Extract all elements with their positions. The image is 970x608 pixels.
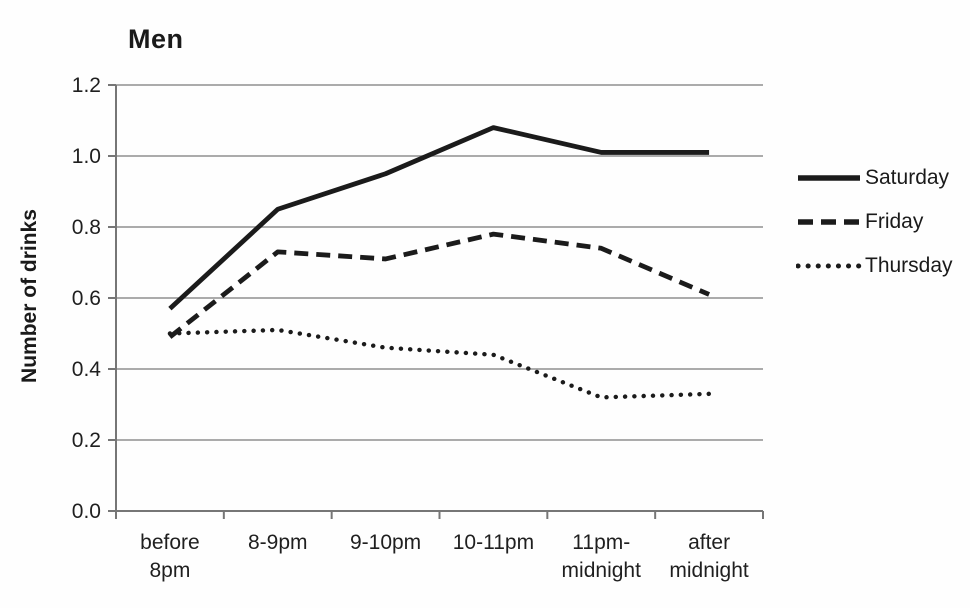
y-tick-label: 0.2 <box>72 429 101 452</box>
y-tick-label: 0.0 <box>72 500 101 523</box>
legend-item-thursday: Thursday <box>796 244 953 288</box>
x-tick-label: 11pm-midnight <box>562 531 642 582</box>
y-tick-label: 0.6 <box>72 287 101 310</box>
legend-label: Friday <box>865 210 924 233</box>
chart-legend: Saturday Friday Thursday <box>796 156 953 288</box>
chart-title: Men <box>128 24 184 54</box>
series-line-saturday <box>168 125 710 311</box>
series-line-friday <box>168 231 711 339</box>
x-tick-label: before 8pm <box>140 531 200 582</box>
x-tick-label: 8-9pm <box>248 531 308 554</box>
x-tick-label: 9-10pm <box>350 531 421 554</box>
series-line-thursday <box>167 327 712 400</box>
legend-swatch-dashed-line <box>798 219 860 225</box>
y-tick-label: 0.8 <box>72 216 101 239</box>
legend-label: Saturday <box>865 166 950 189</box>
legend-label: Thursday <box>865 254 953 277</box>
x-tick-label: 10-11pm <box>453 531 534 554</box>
legend-item-friday: Friday <box>796 200 953 244</box>
y-tick-label: 1.2 <box>72 74 101 97</box>
legend-swatch-dotted-line <box>796 263 862 269</box>
legend-item-saturday: Saturday <box>796 156 953 200</box>
y-tick-label: 0.4 <box>72 358 102 381</box>
x-tick-label: after midnight <box>669 531 749 582</box>
legend-swatch-solid-line <box>798 175 860 181</box>
y-tick-label: 1.0 <box>72 145 101 168</box>
